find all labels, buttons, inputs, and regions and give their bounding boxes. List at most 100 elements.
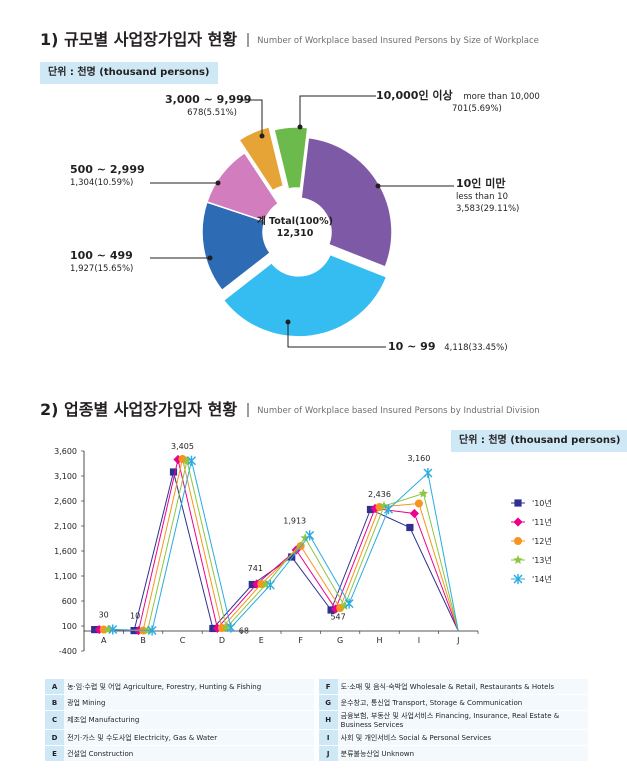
data-point (513, 555, 523, 564)
label-10-99-title: 10 ~ 99 (388, 340, 436, 353)
y-tick-label: 600 (62, 597, 77, 606)
data-point (252, 579, 262, 589)
data-point (99, 625, 108, 634)
pie-slice (201, 201, 272, 292)
x-tick-label: D (219, 636, 225, 645)
legend-description: 광업 Mining (64, 694, 315, 711)
label-10000-en: more than 10,000 (463, 92, 540, 102)
leader-dot (259, 133, 265, 139)
data-label: 30 (99, 611, 109, 620)
label-less-10-title: 10인 미만 (456, 177, 506, 190)
x-tick-label: H (376, 636, 382, 645)
leader-dot (375, 183, 381, 189)
legend-description: 사회 및 개인서비스 Social & Personal Services (337, 729, 588, 746)
y-tick-label: 3,100 (54, 472, 77, 481)
legend-description: 제조업 Manufacturing (64, 710, 315, 730)
legend-key: B (45, 694, 65, 711)
data-label: 1,913 (283, 516, 306, 525)
data-point (327, 606, 335, 614)
legend-key: J (318, 745, 338, 762)
legend-gap (314, 679, 319, 695)
size-pie-chart (150, 95, 454, 348)
y-tick-label: 3,600 (54, 447, 77, 456)
pie-slice (222, 253, 388, 338)
data-point (217, 624, 226, 632)
leader-dot (297, 124, 303, 130)
y-tick-label: 2,100 (54, 522, 77, 531)
data-point (406, 523, 414, 532)
label-10000-title: 10,000인 이상 (376, 89, 453, 102)
series-line (112, 460, 459, 632)
data-label: 3,160 (407, 454, 430, 463)
data-point (221, 622, 232, 632)
data-point (300, 533, 310, 542)
title-separator (247, 403, 250, 417)
data-point (339, 601, 350, 610)
data-point (142, 625, 153, 635)
data-point (331, 604, 341, 614)
legend-table-row: B 광업 Mining G 운수창고, 통신업 Transport, Storage … (45, 694, 588, 711)
pie-slice (273, 126, 309, 190)
x-tick-label: F (298, 636, 303, 645)
legend-table-row: E 건설업 Construction J 분류불능산업 Unknown (45, 745, 588, 762)
legend-label: '12년 (532, 536, 552, 546)
legend-key: A (45, 679, 65, 695)
label-3000-9999: 3,000 ~ 9,999 678(5.51%) (165, 94, 251, 119)
pie-center-total-label: 계 Total(100%) (256, 216, 334, 227)
data-point (209, 624, 217, 633)
label-less-10-value: 3,583(29.11%) (456, 204, 520, 214)
data-point (409, 508, 419, 519)
label-500-2999: 500 ~ 2,999 1,304(10.59%) (70, 164, 145, 189)
legend-gap (314, 694, 319, 711)
data-point (305, 530, 315, 541)
data-label: 3,405 (171, 442, 194, 451)
data-point (178, 455, 187, 463)
data-point (257, 580, 266, 588)
legend-label: '10년 (532, 498, 552, 508)
data-point (375, 503, 384, 511)
leader-line (299, 95, 376, 127)
pie-center-total-value: 12,310 (276, 228, 314, 239)
data-point (513, 517, 523, 527)
pie-slice (300, 136, 393, 269)
y-tick-label: -400 (59, 647, 77, 656)
section2-subtitle: Number of Workplace based Insured Person… (257, 406, 540, 416)
data-point (248, 580, 256, 589)
series-line (108, 460, 459, 632)
leader-dot (285, 319, 291, 325)
y-tick-label: 1,600 (54, 547, 77, 556)
data-point (370, 503, 380, 514)
data-label: 68 (239, 627, 249, 636)
leader-dot (207, 255, 213, 261)
section2-title-text: 2) 업종별 사업장가입자 현황 (40, 400, 238, 419)
pie-slice (205, 151, 280, 223)
data-point (296, 542, 305, 550)
data-point (187, 455, 196, 466)
label-3000-value: 678(5.51%) (187, 108, 237, 118)
legend-table-row: A 농·임·수렵 및 어업 Agriculture, Forestry, Hunt… (45, 679, 588, 695)
label-10000-plus: 10,000인 이상 more than 10,000 701(5.69%) (376, 90, 540, 115)
data-point (147, 625, 157, 636)
data-label: 547 (330, 613, 345, 622)
data-point (513, 574, 523, 584)
data-point (226, 622, 236, 633)
label-100-title: 100 ~ 499 (70, 249, 133, 262)
data-point (212, 623, 222, 633)
leader-line (240, 99, 263, 136)
legend-table-row: D 전기·가스 및 수도사업 Electricity, Gas & Water I 사… (45, 729, 588, 746)
legend-key: E (45, 745, 65, 762)
data-point (336, 604, 345, 612)
legend-description: 건설업 Construction (64, 745, 315, 762)
data-label: 10 (130, 612, 140, 621)
data-point (94, 624, 104, 635)
label-10000-value: 701(5.69%) (452, 104, 502, 114)
label-3000-title: 3,000 ~ 9,999 (165, 93, 252, 106)
pie-slice (238, 125, 285, 192)
section2-title: 2) 업종별 사업장가입자 현황 Number of Workplace base… (40, 396, 540, 420)
label-10-99: 10 ~ 99 4,118(33.45%) (388, 341, 508, 354)
y-tick-label: 2,600 (54, 497, 77, 506)
data-point (103, 624, 113, 634)
data-point (423, 468, 433, 478)
data-point (265, 580, 275, 590)
data-point (288, 553, 296, 561)
